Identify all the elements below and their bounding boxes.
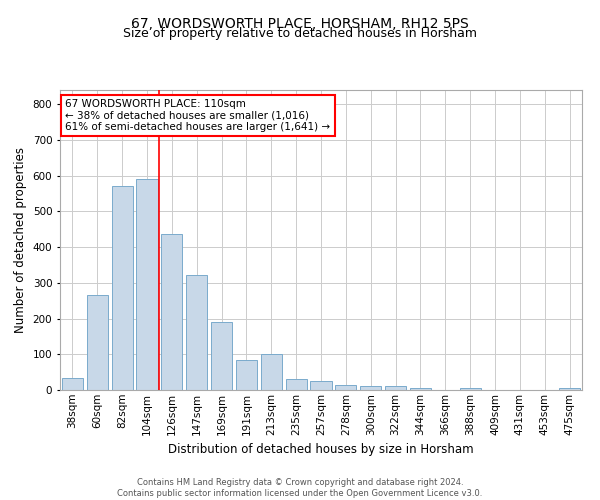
Bar: [385, 386, 406, 390]
Text: Distribution of detached houses by size in Horsham: Distribution of detached houses by size …: [168, 442, 474, 456]
Bar: [286, 378, 307, 390]
Bar: [112, 186, 133, 390]
Text: 67 WORDSWORTH PLACE: 110sqm
← 38% of detached houses are smaller (1,016)
61% of : 67 WORDSWORTH PLACE: 110sqm ← 38% of det…: [65, 99, 331, 132]
Text: 67, WORDSWORTH PLACE, HORSHAM, RH12 5PS: 67, WORDSWORTH PLACE, HORSHAM, RH12 5PS: [131, 18, 469, 32]
Text: Size of property relative to detached houses in Horsham: Size of property relative to detached ho…: [123, 28, 477, 40]
Y-axis label: Number of detached properties: Number of detached properties: [14, 147, 27, 333]
Bar: [236, 360, 257, 390]
Text: Contains HM Land Registry data © Crown copyright and database right 2024.
Contai: Contains HM Land Registry data © Crown c…: [118, 478, 482, 498]
Bar: [410, 388, 431, 390]
Bar: [460, 388, 481, 390]
Bar: [360, 386, 381, 390]
Bar: [261, 354, 282, 390]
Bar: [559, 388, 580, 390]
Bar: [310, 380, 332, 390]
Bar: [87, 294, 108, 390]
Bar: [186, 275, 207, 390]
Bar: [161, 234, 182, 390]
Bar: [62, 378, 83, 390]
Bar: [335, 384, 356, 390]
Bar: [136, 180, 158, 390]
Bar: [211, 322, 232, 390]
